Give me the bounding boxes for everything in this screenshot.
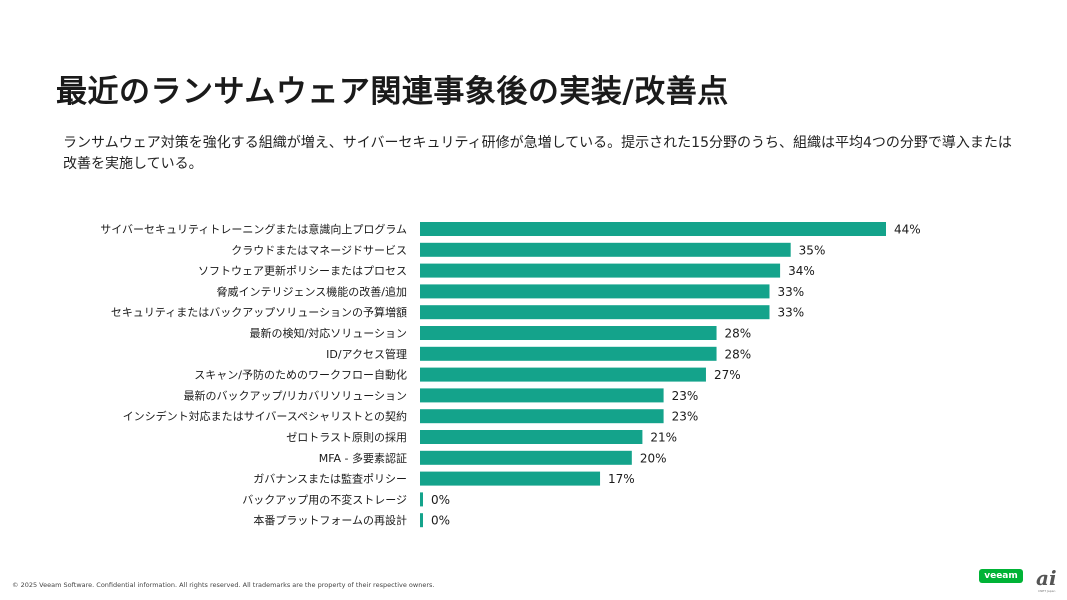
category-label: 最新のバックアップ/リカバリソリューション bbox=[184, 388, 408, 402]
bar bbox=[420, 471, 601, 486]
bar bbox=[420, 326, 717, 340]
value-label: 27% bbox=[714, 368, 741, 382]
value-label: 34% bbox=[788, 264, 815, 278]
bar bbox=[420, 388, 664, 403]
category-label: セキュリティまたはバックアップソリューションの予算増額 bbox=[111, 305, 407, 319]
bar bbox=[420, 346, 717, 361]
value-label: 17% bbox=[608, 472, 635, 486]
category-label: ガバナンスまたは監査ポリシー bbox=[253, 472, 407, 486]
bar bbox=[420, 242, 791, 257]
bar bbox=[420, 284, 770, 299]
bar bbox=[420, 492, 423, 507]
value-label: 23% bbox=[672, 410, 699, 424]
value-label: 21% bbox=[650, 431, 677, 445]
value-label: 28% bbox=[725, 327, 752, 341]
bar bbox=[420, 305, 770, 320]
category-label: ID/アクセス管理 bbox=[326, 347, 407, 361]
category-label: スキャン/予防のためのワークフロー自動化 bbox=[194, 368, 407, 382]
site-logo-caption: CNET Japan bbox=[1038, 589, 1056, 593]
category-label: 脅威インテリジェンス機能の改善/追加 bbox=[217, 284, 408, 298]
category-label: MFA - 多要素認証 bbox=[319, 451, 407, 465]
bar bbox=[420, 450, 632, 465]
value-label: 44% bbox=[894, 223, 921, 237]
category-label: バックアップ用の不変ストレージ bbox=[242, 492, 407, 506]
bar bbox=[420, 409, 664, 424]
page-title: 最近のランサムウェア関連事象後の実装/改善点 bbox=[56, 74, 729, 110]
bar bbox=[420, 430, 643, 444]
category-label: インシデント対応またはサイバースペシャリストとの契約 bbox=[123, 409, 407, 423]
category-label: 最新の検知/対応ソリューション bbox=[250, 326, 408, 340]
copyright-footer: © 2025 Veeam Software. Confidential info… bbox=[12, 581, 435, 589]
category-label: クラウドまたはマネージドサービス bbox=[231, 244, 407, 257]
bar bbox=[420, 513, 423, 528]
bar bbox=[420, 367, 706, 382]
category-label: サイバーセキュリティトレーニングまたは意識向上プログラム bbox=[100, 222, 407, 236]
value-label: 23% bbox=[672, 389, 699, 403]
page-subtitle: ランサムウェア対策を強化する組織が増え、サイバーセキュリティ研修が急増している。… bbox=[63, 135, 1012, 172]
bar bbox=[420, 263, 781, 278]
value-label: 35% bbox=[799, 243, 826, 257]
value-label: 28% bbox=[725, 347, 752, 361]
category-label: ソフトウェア更新ポリシーまたはプロセス bbox=[198, 264, 407, 278]
value-label: 0% bbox=[431, 493, 450, 507]
value-label: 20% bbox=[640, 451, 667, 465]
category-label: 本番プラットフォームの再設計 bbox=[253, 513, 407, 527]
value-label: 33% bbox=[778, 306, 805, 320]
bar bbox=[420, 222, 886, 236]
veeam-logo: veeam bbox=[979, 569, 1023, 583]
site-logo-icon: ai bbox=[1036, 566, 1057, 590]
value-label: 33% bbox=[778, 285, 805, 299]
category-label: ゼロトラスト原則の採用 bbox=[286, 430, 407, 444]
value-label: 0% bbox=[431, 514, 450, 528]
